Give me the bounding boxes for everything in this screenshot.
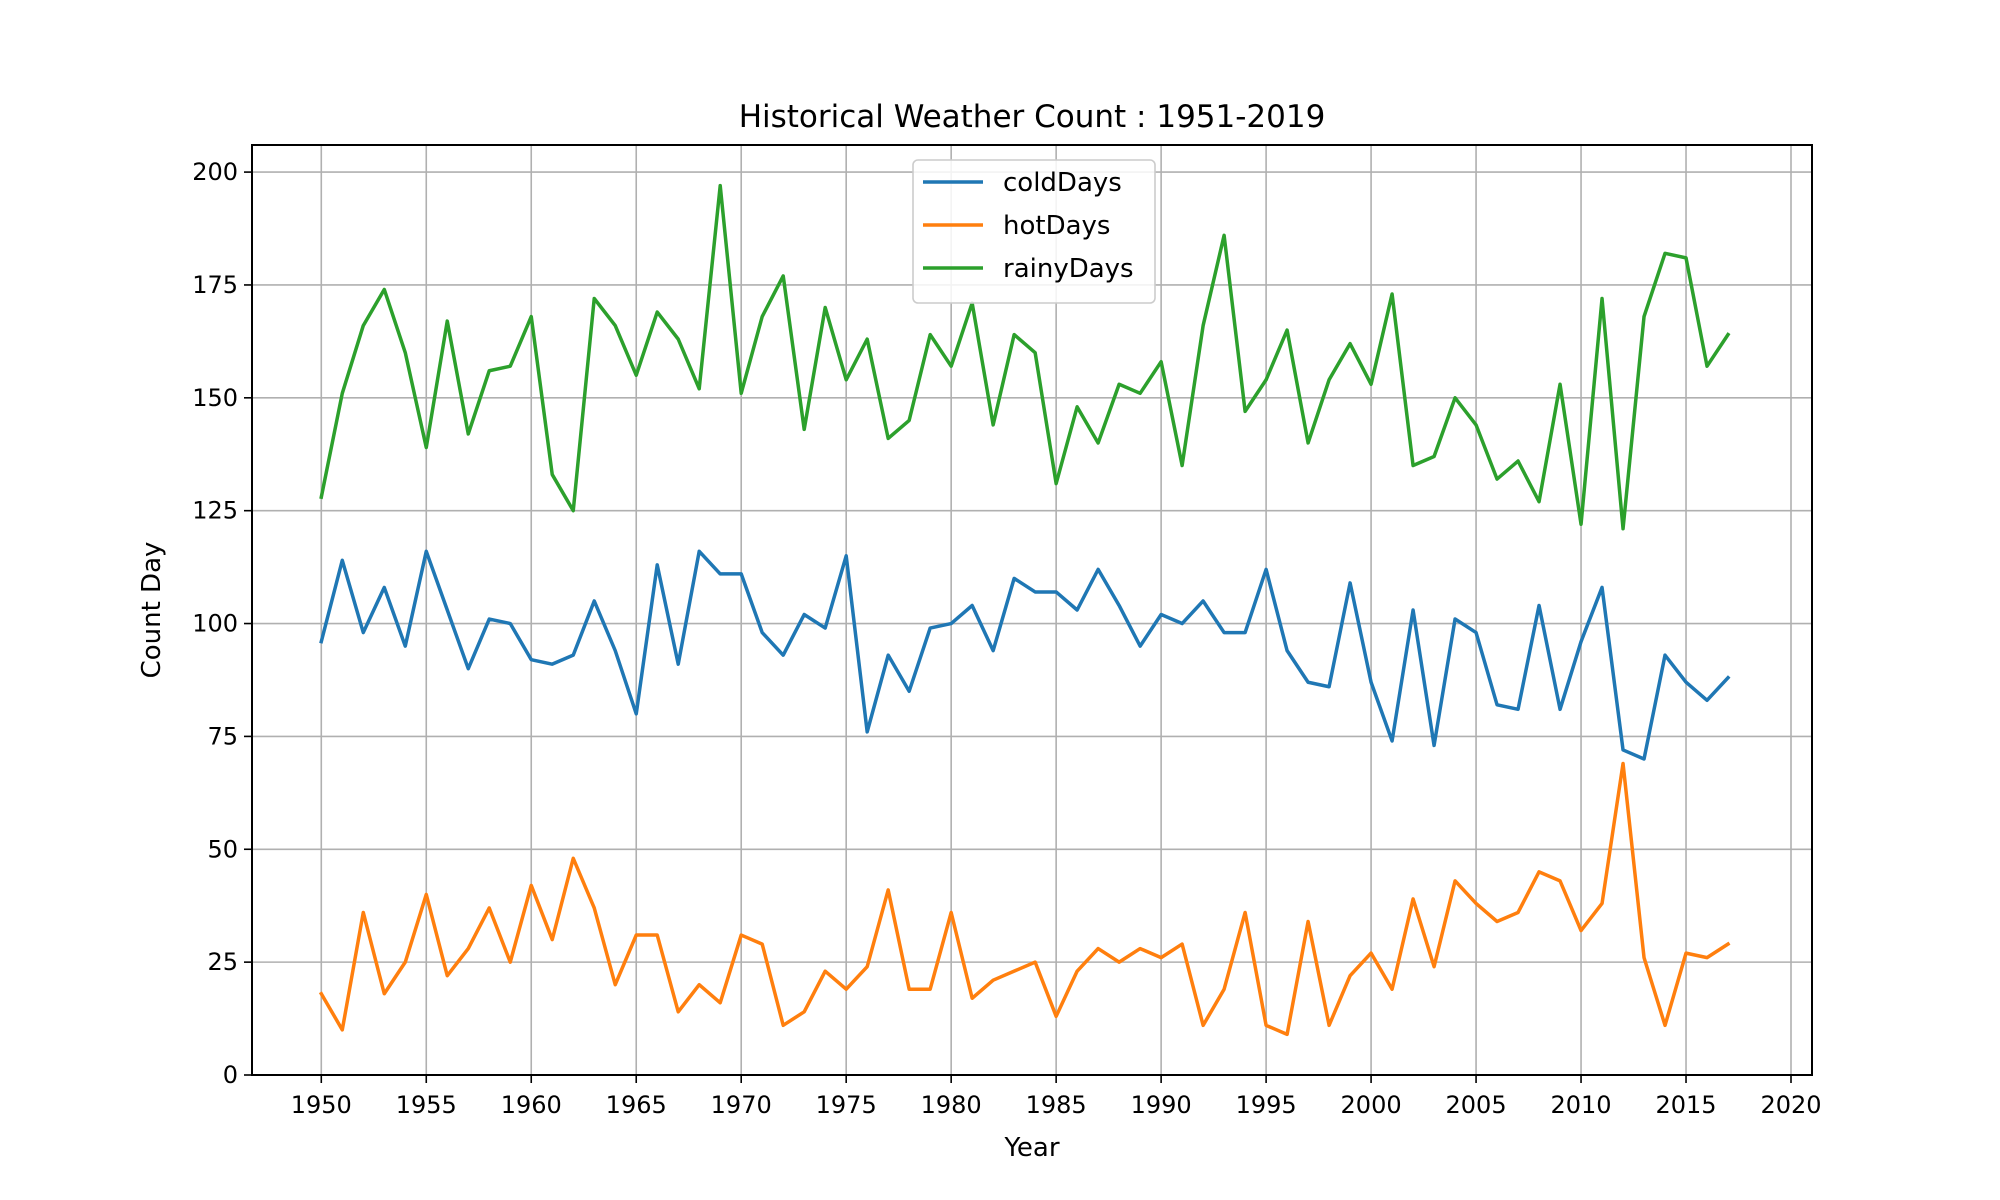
- x-tick-label: 2005: [1446, 1091, 1507, 1119]
- legend-label-rainyDays: rainyDays: [1003, 254, 1134, 284]
- x-tick-label: 1960: [501, 1091, 562, 1119]
- x-tick-label: 2010: [1551, 1091, 1612, 1119]
- x-tick-label: 2000: [1341, 1091, 1402, 1119]
- plot-area-frame: [251, 144, 1813, 1076]
- chart-title: Historical Weather Count : 1951-2019: [739, 99, 1326, 135]
- series-lines: [318, 183, 1731, 1037]
- y-tick-label: 0: [223, 1061, 238, 1089]
- x-tick-label: 1965: [606, 1091, 667, 1119]
- x-tick-label: 2015: [1655, 1091, 1716, 1119]
- legend-label-hotDays: hotDays: [1003, 211, 1110, 241]
- x-axis-ticks: 1950 1955 1960 1965 1970 1975 1980 1985 1990 1995…: [291, 1075, 1822, 1119]
- legend: coldDays hotDays rainyDays: [912, 159, 1156, 304]
- x-tick-label: 1990: [1131, 1091, 1192, 1119]
- x-axis-title: Year: [1003, 1133, 1059, 1163]
- y-tick-label: 150: [192, 384, 238, 412]
- series-line-coldDays: [319, 549, 1731, 761]
- x-tick-label: 2020: [1760, 1091, 1821, 1119]
- x-tick-label: 1980: [921, 1091, 982, 1119]
- x-tick-label: 1950: [291, 1091, 352, 1119]
- y-axis-title: Count Day: [137, 542, 167, 679]
- y-axis-ticks: 0 25 50 75 100 125 150 175 200: [192, 158, 252, 1089]
- y-tick-label: 25: [207, 948, 238, 976]
- y-tick-label: 75: [207, 722, 238, 750]
- x-tick-label: 1985: [1026, 1091, 1087, 1119]
- series-line-rainyDays: [319, 183, 1731, 531]
- grid: [252, 145, 1812, 1076]
- y-tick-label: 50: [207, 835, 238, 863]
- x-tick-label: 1975: [816, 1091, 877, 1119]
- x-tick-label: 1995: [1236, 1091, 1297, 1119]
- series-line-hotDays: [318, 761, 1731, 1037]
- y-tick-label: 175: [192, 271, 238, 299]
- x-tick-label: 1970: [711, 1091, 772, 1119]
- x-tick-label: 1955: [396, 1091, 457, 1119]
- y-tick-label: 200: [192, 158, 238, 186]
- legend-label-coldDays: coldDays: [1003, 168, 1122, 198]
- y-tick-label: 125: [192, 497, 238, 525]
- y-tick-label: 100: [192, 610, 238, 638]
